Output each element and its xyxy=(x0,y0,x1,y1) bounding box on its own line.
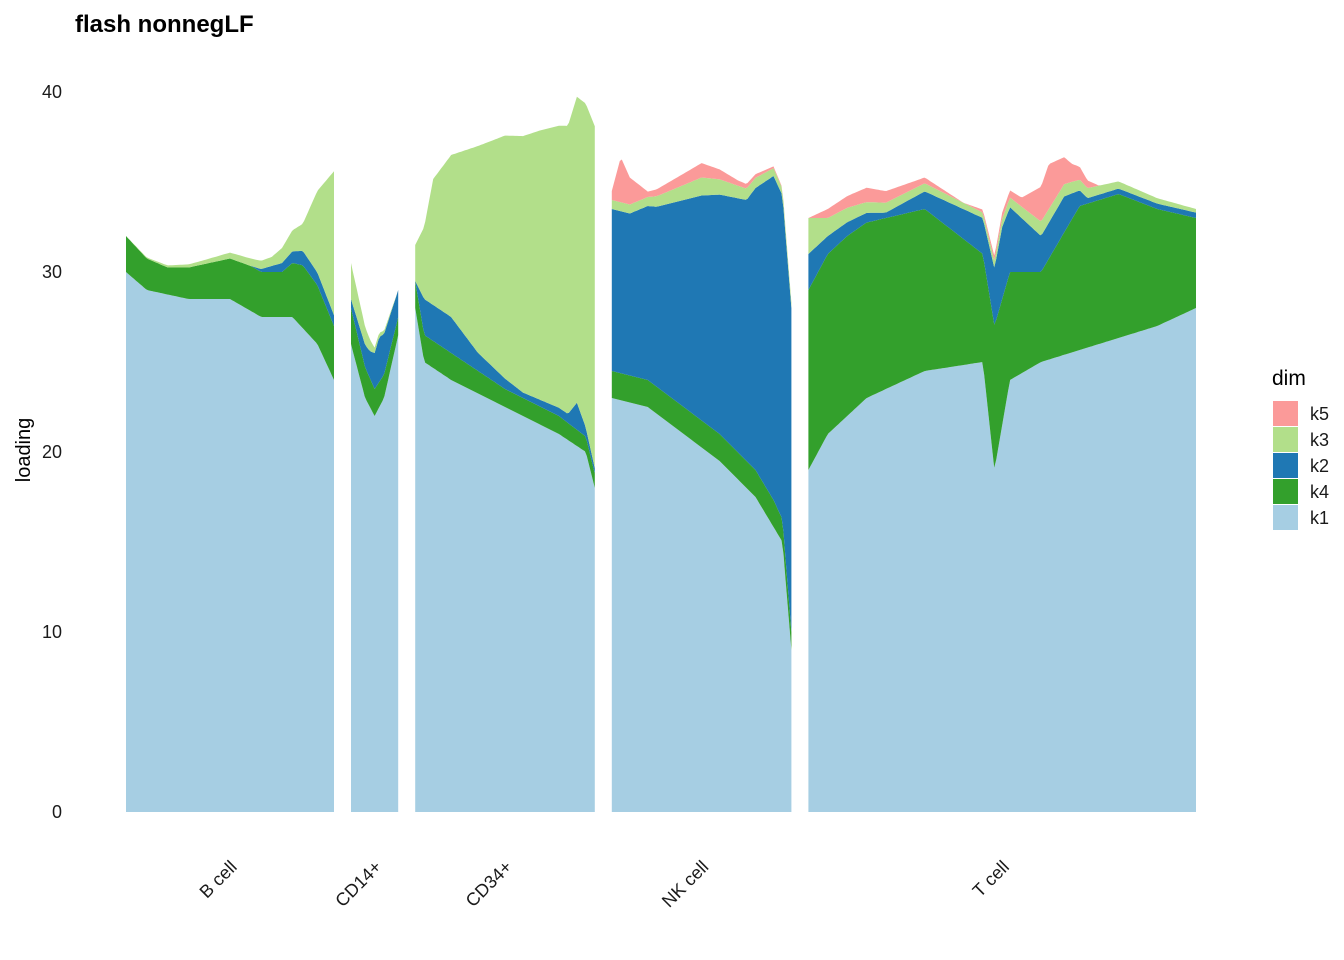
area-k3 xyxy=(808,180,1196,268)
group-cd34- xyxy=(415,96,595,812)
area-k3 xyxy=(611,168,792,308)
legend-title: dim xyxy=(1272,367,1306,390)
area-k2 xyxy=(611,176,792,632)
legend-label-k1: k1 xyxy=(1310,508,1329,528)
area-k3 xyxy=(351,263,399,353)
area-k4 xyxy=(351,308,399,416)
legend-label-k4: k4 xyxy=(1310,482,1329,502)
legend-swatch-k5 xyxy=(1273,401,1298,426)
legend-label-k3: k3 xyxy=(1310,430,1329,450)
x-tick-label: B cell xyxy=(196,857,241,902)
group-cd14- xyxy=(351,263,399,812)
y-axis-title: loading xyxy=(13,418,35,483)
legend: dim k5 k3 k2 k4 k1 xyxy=(1272,367,1329,530)
area-k1 xyxy=(611,398,792,812)
group-nk-cell xyxy=(611,159,792,812)
area-k2 xyxy=(808,188,1196,325)
legend-swatch-k1 xyxy=(1273,505,1298,530)
chart-title: flash nonnegLF xyxy=(75,11,254,38)
group-t-cell xyxy=(808,157,1196,812)
area-k4 xyxy=(808,194,1196,470)
y-tick-label: 20 xyxy=(42,442,62,462)
y-tick-label: 10 xyxy=(42,622,62,642)
x-axis: B cell CD14+ CD34+ NK cell T cell xyxy=(196,857,1013,911)
x-tick-label: T cell xyxy=(969,857,1013,901)
area-k2 xyxy=(351,290,399,389)
y-tick-label: 30 xyxy=(42,262,62,282)
x-tick-label: CD34+ xyxy=(462,857,516,911)
y-axis: 0 10 20 30 40 xyxy=(42,82,62,822)
area-k3 xyxy=(415,96,595,469)
legend-label-k5: k5 xyxy=(1310,404,1329,424)
area-k5 xyxy=(611,159,792,303)
legend-swatch-k4 xyxy=(1273,479,1298,504)
y-tick-label: 40 xyxy=(42,82,62,102)
plot-area xyxy=(126,96,1196,812)
group-b-cell xyxy=(126,171,334,812)
area-k1 xyxy=(808,308,1196,812)
legend-swatch-k3 xyxy=(1273,427,1298,452)
x-tick-label: NK cell xyxy=(658,857,712,911)
area-k4 xyxy=(611,371,792,650)
area-k3 xyxy=(126,171,334,316)
legend-swatch-k2 xyxy=(1273,453,1298,478)
area-k1 xyxy=(351,335,399,812)
area-k1 xyxy=(415,308,595,812)
x-tick-label: CD14+ xyxy=(331,857,385,911)
legend-label-k2: k2 xyxy=(1310,456,1329,476)
area-k1 xyxy=(126,272,334,812)
y-tick-label: 0 xyxy=(52,802,62,822)
area-k2 xyxy=(415,281,595,474)
